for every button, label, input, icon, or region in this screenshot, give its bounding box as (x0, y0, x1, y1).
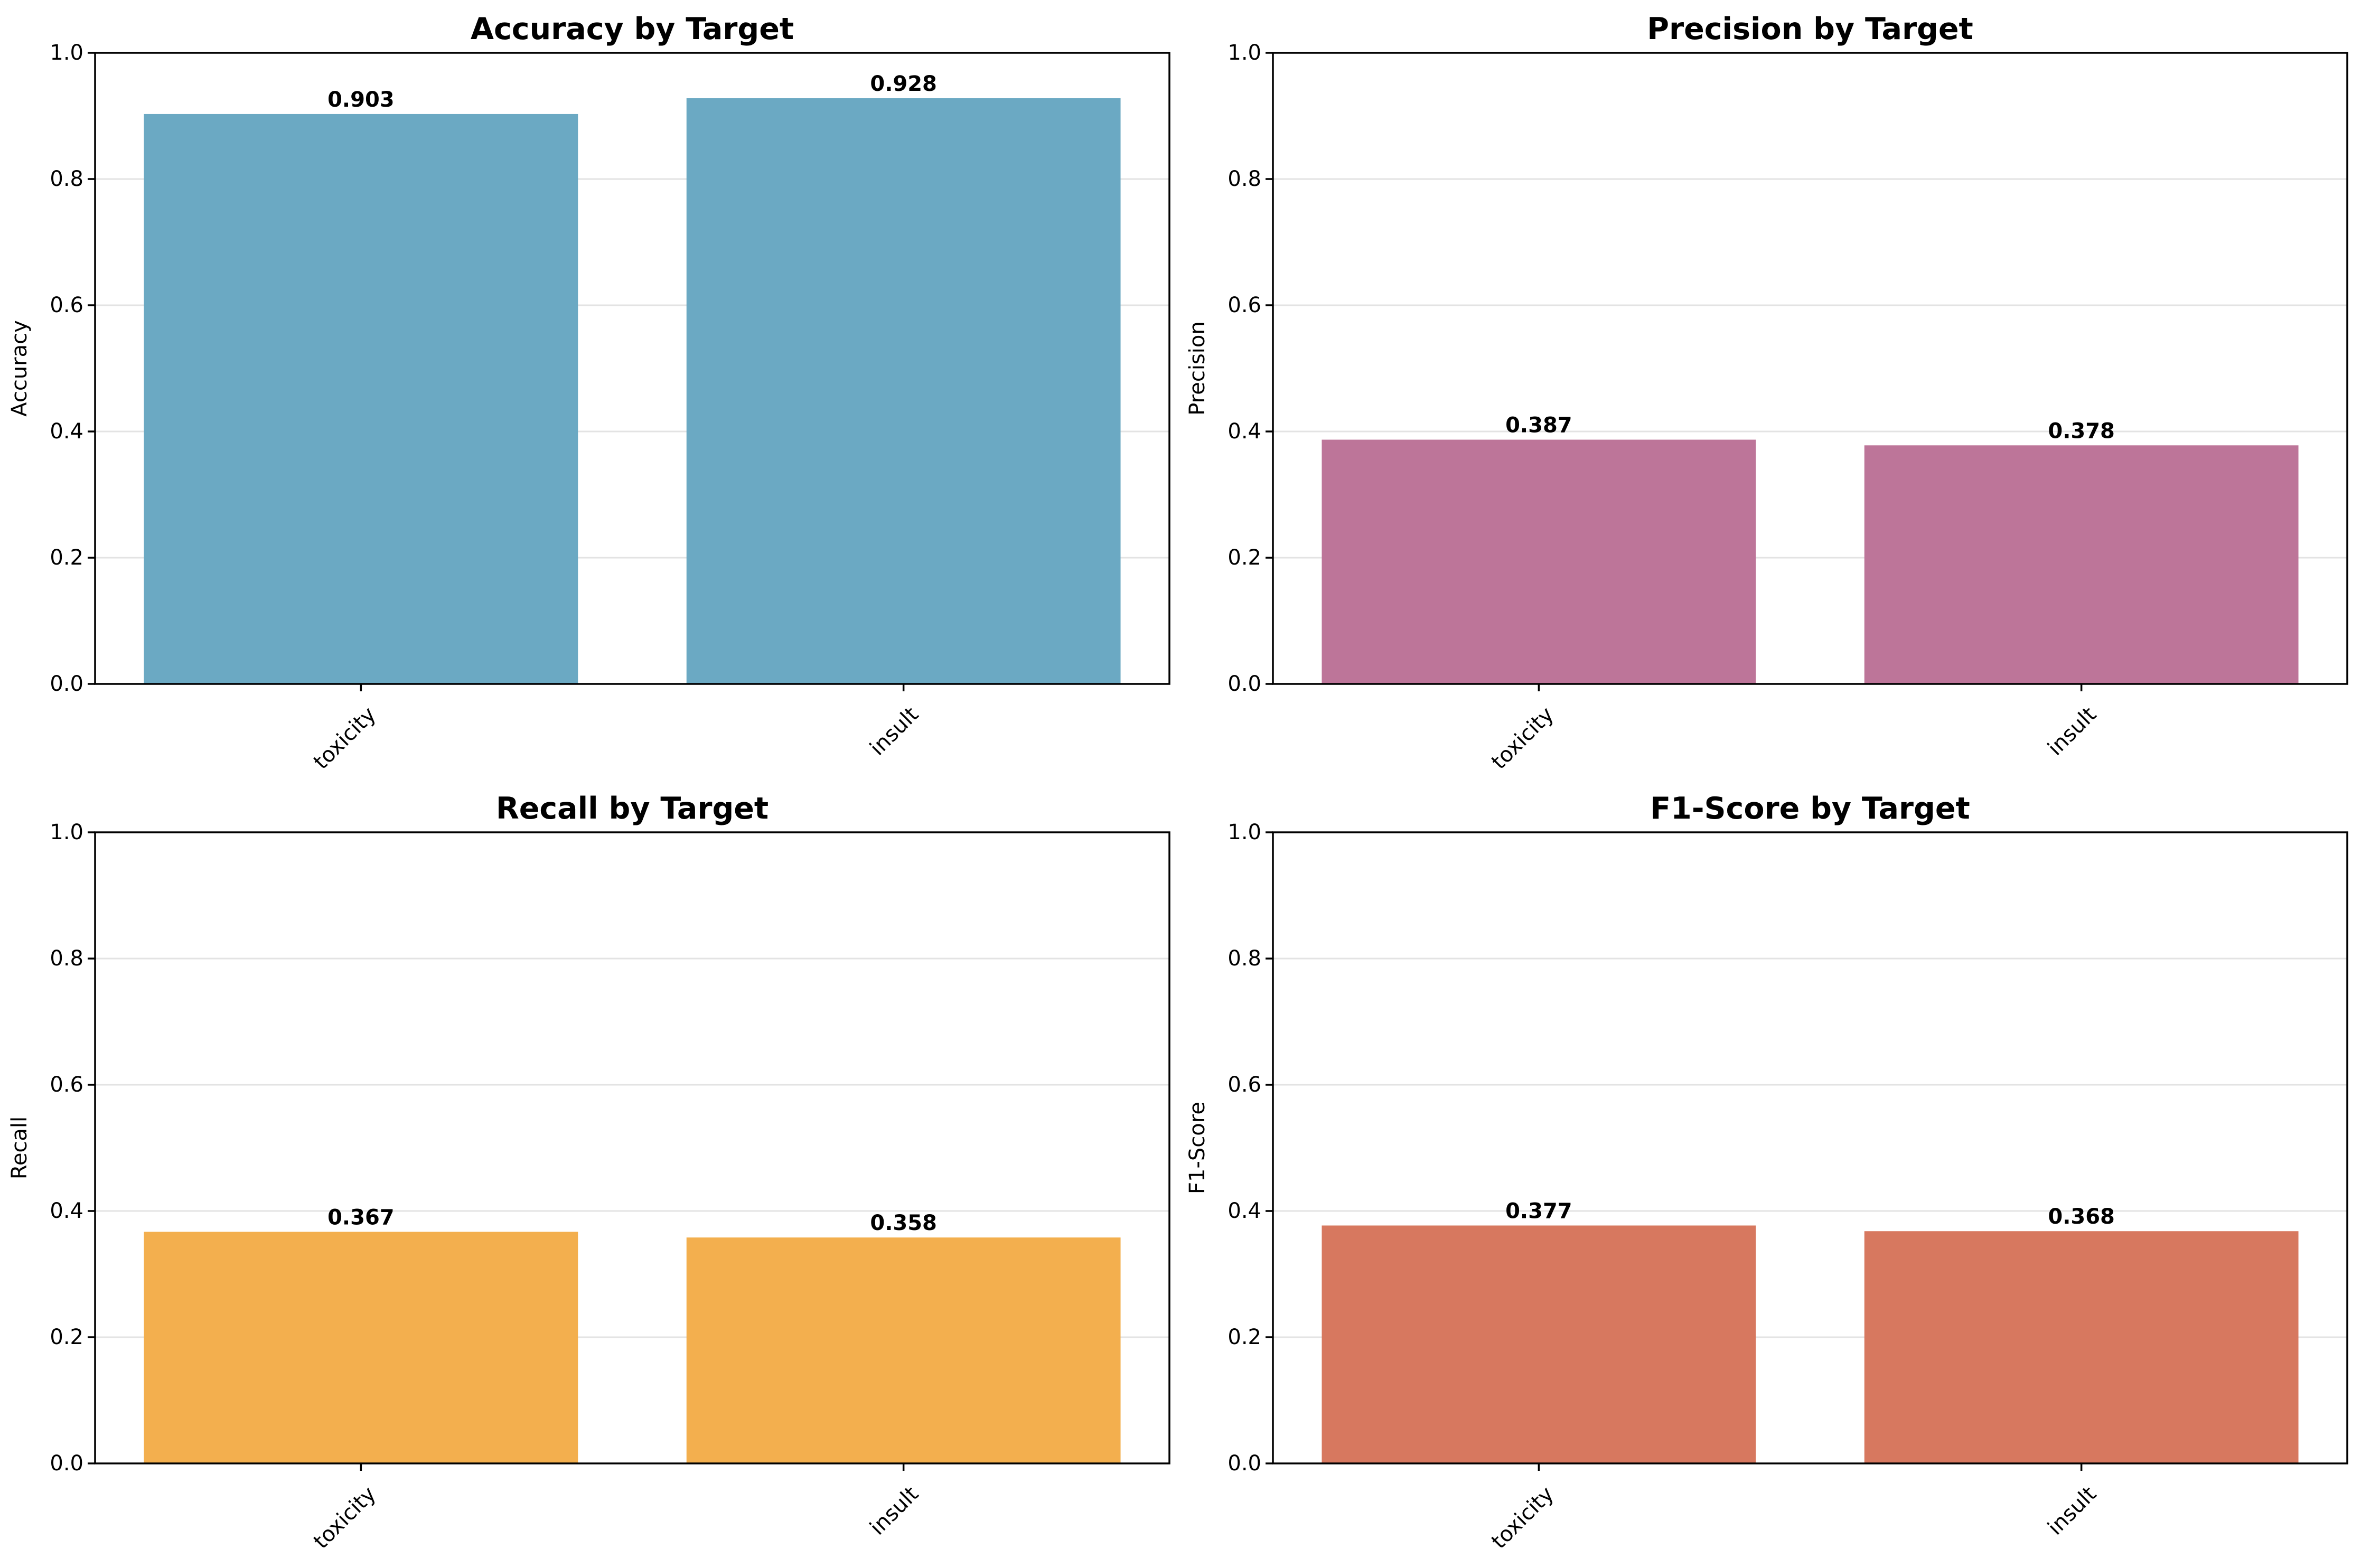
data-label-insult: 0.378 (2048, 419, 2115, 443)
y-tick-label: 1.0 (50, 41, 83, 65)
y-tick-label: 0.4 (50, 1199, 83, 1223)
y-tick-label: 0.8 (50, 946, 83, 971)
precision-panel: 0.0 0.2 0.4 0.6 0.8 1.0 toxicity insult 0.387 0.3… (1185, 12, 2348, 774)
y-axis-label: Recall (7, 1116, 32, 1179)
y-tick-label: 0.4 (50, 419, 83, 444)
data-label-toxicity: 0.377 (1505, 1199, 1572, 1223)
y-tick-label: 0.0 (1228, 1451, 1261, 1476)
bar-insult (1864, 445, 2299, 684)
y-tick-label: 0.6 (1228, 293, 1261, 317)
data-label-insult: 0.368 (2048, 1205, 2115, 1229)
x-tick-label-insult: insult (2043, 702, 2101, 760)
y-tick-label: 0.2 (50, 546, 83, 570)
y-tick-label: 1.0 (1228, 41, 1261, 65)
y-tick-label: 0.0 (1228, 672, 1261, 696)
y-tick-label: 0.2 (50, 1325, 83, 1349)
f1-score-panel: 0.0 0.2 0.4 0.6 0.8 1.0 toxicity insult 0.377 0.3… (1185, 791, 2348, 1554)
data-label-insult: 0.928 (870, 72, 937, 96)
y-tick-label: 0.6 (50, 293, 83, 317)
data-label-toxicity: 0.903 (327, 88, 395, 112)
bar-insult (686, 98, 1121, 684)
y-tick-label: 0.6 (1228, 1073, 1261, 1097)
y-axis-label: Accuracy (7, 320, 32, 417)
y-tick-label: 0.8 (1228, 946, 1261, 971)
axes-frame (1272, 831, 2348, 1464)
y-tick-label: 1.0 (1228, 820, 1261, 844)
x-tick-label-toxicity: toxicity (1487, 1482, 1559, 1554)
axes-frame (94, 831, 1170, 1464)
y-tick-label: 0.4 (1228, 419, 1261, 444)
y-axis-label: Precision (1185, 321, 1210, 415)
chart-title: F1-Score by Target (1650, 791, 1970, 826)
y-tick-label: 0.2 (1228, 546, 1261, 570)
x-tick-label-insult: insult (865, 702, 923, 760)
x-tick-label-insult: insult (2043, 1482, 2101, 1540)
bar-toxicity (144, 114, 578, 684)
bar-toxicity (1322, 1225, 1756, 1463)
bar-toxicity (1322, 439, 1756, 684)
axes-frame (94, 52, 1170, 685)
chart-title: Precision by Target (1647, 12, 1973, 46)
data-label-insult: 0.358 (870, 1211, 937, 1235)
data-label-toxicity: 0.367 (327, 1205, 395, 1229)
x-tick-label-insult: insult (865, 1482, 923, 1540)
data-label-toxicity: 0.387 (1505, 414, 1572, 438)
bar-insult (1864, 1231, 2299, 1463)
y-tick-label: 0.4 (1228, 1199, 1261, 1223)
y-tick-label: 0.6 (50, 1073, 83, 1097)
bar-toxicity (144, 1232, 578, 1463)
x-tick-label-toxicity: toxicity (1487, 702, 1559, 774)
chart-title: Recall by Target (496, 791, 769, 826)
bar-insult (686, 1237, 1121, 1463)
y-tick-label: 0.8 (1228, 167, 1261, 191)
y-tick-label: 1.0 (50, 820, 83, 844)
y-tick-label: 0.2 (1228, 1325, 1261, 1349)
y-tick-label: 0.0 (50, 1451, 83, 1476)
accuracy-panel: 0.0 0.2 0.4 0.6 0.8 1.0 toxicity insult 0.903 0.9… (7, 12, 1170, 774)
recall-panel: 0.0 0.2 0.4 0.6 0.8 1.0 toxicity insult 0.367 0.3… (7, 791, 1170, 1554)
x-tick-label-toxicity: toxicity (309, 702, 381, 774)
axes-frame (1272, 52, 2348, 685)
x-tick-label-toxicity: toxicity (309, 1482, 381, 1554)
y-tick-label: 0.0 (50, 672, 83, 696)
y-axis-label: F1-Score (1185, 1102, 1210, 1194)
y-tick-label: 0.8 (50, 167, 83, 191)
chart-title: Accuracy by Target (471, 12, 794, 46)
